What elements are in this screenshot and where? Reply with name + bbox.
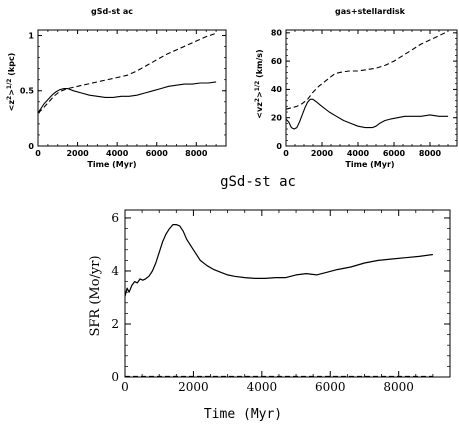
- x-tick-label: 8000: [383, 380, 414, 394]
- y-axis-label: SFR (Mo/yr): [88, 255, 103, 336]
- y-axis-label: <z2>1/2 (kpc): [6, 53, 16, 112]
- x-tick-label: 2000: [178, 380, 209, 394]
- x-tick-label: 0: [283, 149, 289, 158]
- y-tick-label: 4: [111, 264, 119, 278]
- x-tick-label: 0: [121, 380, 129, 394]
- x-tick-label: 2000: [311, 149, 334, 158]
- dashed-series-line: [285, 30, 449, 110]
- x-axis-label: Time (Myr): [345, 160, 394, 169]
- y-tick-label: 0: [276, 142, 282, 151]
- y-tick-label: 2: [111, 317, 119, 331]
- plot-frame: [124, 209, 451, 378]
- y-tick-label: 1: [28, 31, 34, 40]
- x-tick-label: 8000: [419, 149, 442, 158]
- panel-title: gSd-st ac: [91, 7, 133, 16]
- y-tick-label: 80: [271, 29, 283, 38]
- solid-series-line: [37, 81, 217, 114]
- plot-frame: [37, 29, 227, 147]
- y-tick-label: 60: [271, 57, 283, 66]
- x-tick-label: 6000: [315, 380, 346, 394]
- x-tick-label: 2000: [66, 149, 89, 158]
- solid-series-line: [124, 224, 433, 297]
- x-axis-label: Time (Myr): [87, 160, 136, 169]
- x-tick-label: 4000: [106, 149, 129, 158]
- x-tick-label: 6000: [383, 149, 406, 158]
- y-tick-label: 6: [111, 211, 119, 225]
- y-tick-label: 0.5: [20, 87, 35, 96]
- dashed-series-line: [37, 32, 217, 114]
- y-tick-label: 40: [271, 85, 283, 94]
- x-axis-label: Time (Myr): [204, 407, 282, 422]
- figure-title: gSd-st ac: [220, 174, 296, 190]
- x-tick-label: 6000: [146, 149, 169, 158]
- panel-title: gas+stellardisk: [335, 7, 406, 16]
- panel-velocity-dispersion: gas+stellardisk Time (Myr) <vz2>1/2 (km/…: [254, 7, 458, 169]
- y-tick-label: 20: [271, 114, 283, 123]
- y-axis-label: <vz2>1/2 (km/s): [254, 49, 264, 118]
- x-tick-label: 4000: [347, 149, 370, 158]
- x-tick-label: 8000: [185, 149, 208, 158]
- x-tick-label: 4000: [247, 380, 278, 394]
- panel-sfr: Time (Myr) SFR (Mo/yr) 0 2000 4000 6000 8000…: [88, 209, 451, 422]
- x-tick-label: 0: [35, 149, 41, 158]
- plot-frame: [285, 29, 458, 147]
- solid-series-line: [285, 98, 448, 130]
- panel-z-height: gSd-st ac Time (Myr) <z2>1/2 (kpc) 0 2000…: [6, 7, 227, 169]
- y-tick-label: 0: [111, 370, 119, 384]
- y-tick-label: 0: [28, 142, 34, 151]
